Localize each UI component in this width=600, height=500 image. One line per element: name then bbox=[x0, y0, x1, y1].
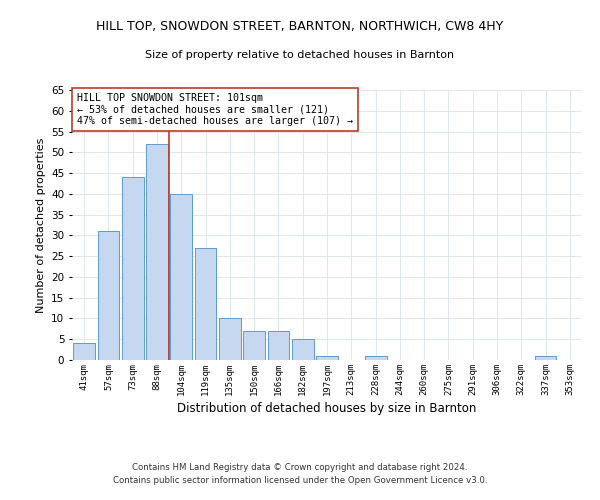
Bar bbox=[243, 331, 265, 360]
Text: HILL TOP, SNOWDON STREET, BARNTON, NORTHWICH, CW8 4HY: HILL TOP, SNOWDON STREET, BARNTON, NORTH… bbox=[97, 20, 503, 33]
Bar bbox=[292, 339, 314, 360]
Bar bbox=[268, 331, 289, 360]
Bar bbox=[170, 194, 192, 360]
Bar bbox=[122, 177, 143, 360]
Y-axis label: Number of detached properties: Number of detached properties bbox=[35, 138, 46, 312]
Bar bbox=[73, 344, 95, 360]
X-axis label: Distribution of detached houses by size in Barnton: Distribution of detached houses by size … bbox=[178, 402, 476, 415]
Bar bbox=[365, 356, 386, 360]
Text: Size of property relative to detached houses in Barnton: Size of property relative to detached ho… bbox=[145, 50, 455, 60]
Bar bbox=[97, 231, 119, 360]
Text: HILL TOP SNOWDON STREET: 101sqm
← 53% of detached houses are smaller (121)
47% o: HILL TOP SNOWDON STREET: 101sqm ← 53% of… bbox=[77, 92, 353, 126]
Bar bbox=[535, 356, 556, 360]
Bar bbox=[194, 248, 217, 360]
Bar bbox=[316, 356, 338, 360]
Text: Contains HM Land Registry data © Crown copyright and database right 2024.
Contai: Contains HM Land Registry data © Crown c… bbox=[113, 464, 487, 485]
Bar bbox=[146, 144, 168, 360]
Bar bbox=[219, 318, 241, 360]
